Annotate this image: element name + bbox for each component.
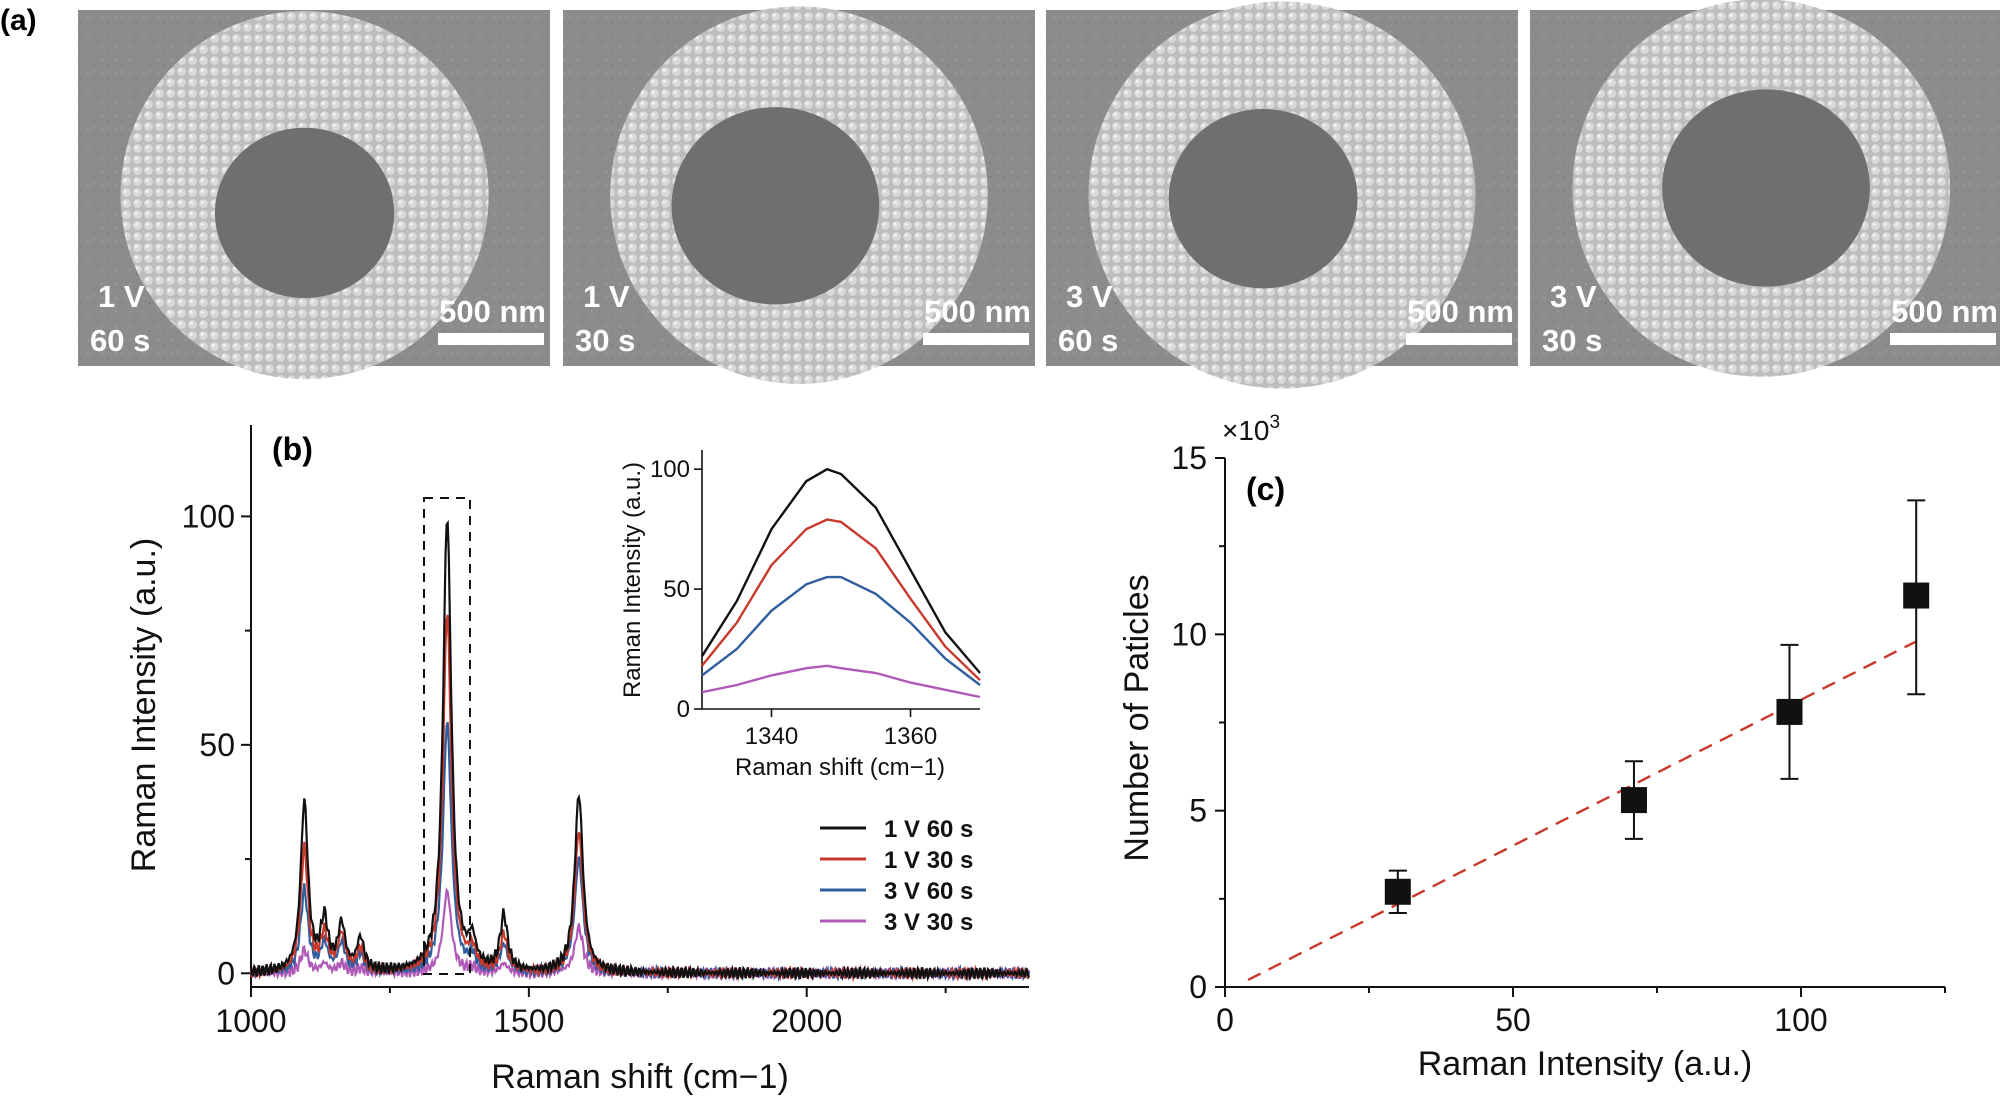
y-tick-label: 0 <box>217 955 235 991</box>
scale-bar <box>1890 333 1996 345</box>
chart-b-ticks: 1000 1500 2000 0 50 100 <box>182 498 947 1039</box>
sem-voltage-label: 3 V <box>1066 279 1113 314</box>
inset-line <box>701 664 981 699</box>
legend-label: 1 V 30 s <box>884 847 973 874</box>
point-marker <box>1620 787 1647 814</box>
chart-c-x-axis-title: Raman Intensity (a.u.) <box>1418 1045 1752 1083</box>
ring-center <box>671 107 880 305</box>
sem-image: 3 V 60 s 500 nm <box>1046 1 1518 389</box>
chart-b-series <box>249 520 1031 983</box>
scale-bar-label: 500 nm <box>1891 294 1998 329</box>
inset-y-axis-title: Raman Intensity (a.u.) <box>619 462 646 698</box>
inset-line <box>701 518 981 682</box>
x-tick-label: 0 <box>1216 1002 1234 1038</box>
scale-bar <box>1406 333 1512 345</box>
sem-voltage-label: 1 V <box>583 279 630 314</box>
x-tick-label: 1500 <box>493 1003 564 1039</box>
chart-b-plot-area <box>251 425 1029 987</box>
fit-line <box>1247 640 1917 982</box>
peak-highlight-box <box>423 497 471 975</box>
legend-label: 3 V 60 s <box>884 878 973 905</box>
sem-time-label: 30 s <box>575 323 635 358</box>
sem-voltage-label: 3 V <box>1550 279 1597 314</box>
scale-bar-label: 500 nm <box>924 294 1031 329</box>
inset-chart: 1340 1360 0 50 100 Raman shift (cm−1) Raman … <box>619 450 981 781</box>
inset-x-axis-title: Raman shift (cm−1) <box>735 754 945 781</box>
scale-bar <box>438 333 544 345</box>
panel-c-letter: (c) <box>1246 471 1285 507</box>
inset-y-tick-label: 100 <box>650 456 690 483</box>
inset-x-tick-label: 1360 <box>884 723 937 750</box>
chart-c-multiplier: ×103 <box>1222 412 1280 446</box>
sem-voltage-label: 1 V <box>98 279 145 314</box>
particles-vs-intensity-chart: (c) 0 50 100 0 5 10 15 ×103 Raman Intensity (a… <box>1118 412 1946 1083</box>
y-tick-label: 0 <box>1189 969 1207 1005</box>
ring-center <box>214 127 395 299</box>
inset-line <box>701 575 981 686</box>
sem-time-label: 60 s <box>90 323 150 358</box>
ring-center <box>1662 89 1870 287</box>
scale-bar <box>923 333 1029 345</box>
inset-ticks: 1340 1360 0 50 100 <box>650 456 937 750</box>
y-tick-label: 15 <box>1171 440 1207 476</box>
scale-bar-label: 500 nm <box>1407 294 1514 329</box>
scale-bar-label: 500 nm <box>439 294 546 329</box>
chart-c-multiplier-exp: 3 <box>1270 412 1281 433</box>
chart-c-y-axis-title: Number of Paticles <box>1118 574 1156 861</box>
inset-x-tick-label: 1340 <box>745 723 798 750</box>
x-tick-label: 50 <box>1495 1002 1531 1038</box>
legend-label: 3 V 30 s <box>884 909 973 936</box>
point-marker <box>1776 698 1803 725</box>
chart-c-multiplier-base: ×10 <box>1222 415 1270 446</box>
chart-b-y-axis-title: Raman Intensity (a.u.) <box>125 538 163 872</box>
inset-series <box>700 467 981 699</box>
point-marker <box>1384 878 1411 905</box>
sem-time-label: 60 s <box>1058 323 1118 358</box>
ring-center <box>1168 108 1358 289</box>
data-point <box>1620 760 1647 840</box>
chart-c-fit-line <box>1247 640 1917 982</box>
y-tick-label: 100 <box>182 498 235 534</box>
chart-c-points <box>1384 499 1930 914</box>
inset-y-tick-label: 50 <box>663 576 690 603</box>
x-tick-label: 100 <box>1774 1002 1827 1038</box>
point-marker <box>1903 582 1930 609</box>
sem-time-label: 30 s <box>1542 323 1602 358</box>
data-point <box>1903 499 1930 696</box>
inset-line <box>700 467 981 674</box>
sem-image: 1 V 30 s 500 nm <box>563 6 1035 384</box>
chart-b-legend: 1 V 60 s 1 V 30 s 3 V 60 s 3 V 30 s <box>820 816 973 936</box>
inset-y-tick-label: 0 <box>677 696 690 723</box>
y-tick-label: 50 <box>199 727 235 763</box>
sem-image: 1 V 60 s 500 nm <box>78 10 550 380</box>
data-point <box>1384 869 1411 914</box>
data-point <box>1776 643 1803 780</box>
x-tick-label: 1000 <box>215 1003 286 1039</box>
panel-a-letter: (a) <box>0 4 37 37</box>
chart-c-ticks: 0 50 100 0 5 10 15 <box>1171 440 1946 1038</box>
y-tick-label: 10 <box>1171 616 1207 652</box>
y-tick-label: 5 <box>1189 793 1207 829</box>
panel-b-letter: (b) <box>272 431 313 467</box>
x-tick-label: 2000 <box>771 1003 842 1039</box>
legend-label: 1 V 60 s <box>884 816 973 843</box>
sem-image: 3 V 30 s 500 nm <box>1530 0 2000 377</box>
spectrum-line <box>249 520 1030 983</box>
chart-b-x-axis-title: Raman shift (cm−1) <box>491 1058 789 1096</box>
